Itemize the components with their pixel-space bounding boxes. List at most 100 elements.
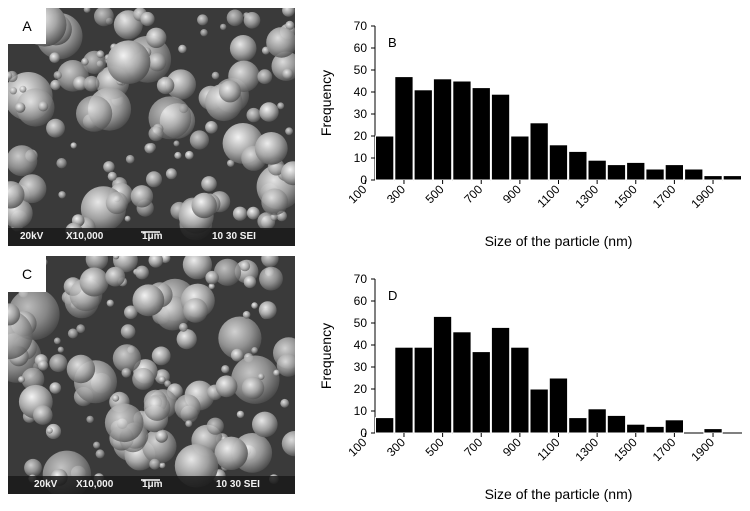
x-tick-label: 300 <box>384 182 408 206</box>
x-tick-label: 1300 <box>572 435 601 464</box>
particle-shape <box>208 283 215 290</box>
particle-shape <box>94 8 114 27</box>
histogram-bar <box>471 351 491 434</box>
x-tick-label: 300 <box>384 435 408 459</box>
particle-shape <box>176 329 197 350</box>
particle-shape <box>174 394 201 421</box>
particle-shape <box>125 154 135 164</box>
particle-shape <box>270 213 278 221</box>
particle-shape <box>46 118 65 138</box>
histogram-bar <box>471 87 491 181</box>
particle-texture-a <box>8 8 295 246</box>
x-tick-label: 900 <box>500 182 524 206</box>
histogram-bar <box>510 135 530 181</box>
particle-shape <box>251 411 278 438</box>
histogram-bar <box>548 144 569 181</box>
particle-shape <box>49 354 68 373</box>
particle-shape <box>112 344 141 373</box>
y-tick-label: 30 <box>354 107 368 121</box>
x-tick-label: 1500 <box>611 182 640 211</box>
particle-shape <box>243 275 257 289</box>
particle-texture-c <box>8 256 295 494</box>
histogram-bar <box>529 388 549 434</box>
particle-shape <box>281 161 295 186</box>
histogram-bar <box>548 377 569 434</box>
sem-code: 10 30 SEI <box>212 231 256 242</box>
sem-image-c: C 20kV X10,000 1μm 10 30 SEI <box>8 256 295 494</box>
particle-shape <box>73 76 88 91</box>
histogram-d: 0 10 20 30 40 50 60 70 100 300 500 700 900 1100 1300 15… <box>305 253 750 506</box>
particle-shape <box>132 284 165 317</box>
particle-shape <box>239 260 251 272</box>
histogram-b: 0 10 20 30 40 50 60 70 100 300 500 700 900 1100 1300 15… <box>305 0 750 253</box>
particle-shape <box>261 188 289 216</box>
particle-shape <box>189 130 209 150</box>
panel-label: B <box>388 35 397 50</box>
particle-shape <box>144 143 155 154</box>
y-tick-label: 50 <box>354 316 368 330</box>
particle-shape <box>66 354 96 384</box>
particle-shape <box>140 11 155 27</box>
particle-shape <box>148 126 164 142</box>
sem-info-bar-a: 20kV X10,000 1μm 10 30 SEI <box>8 228 295 246</box>
particle-shape <box>205 270 219 285</box>
y-tick-label: 20 <box>354 129 368 143</box>
particle-shape <box>105 266 126 287</box>
particle-shape <box>211 71 220 80</box>
y-tick-label: 0 <box>360 173 367 187</box>
particle-shape <box>174 151 182 160</box>
particle-shape <box>85 256 109 271</box>
histogram-bar <box>664 419 685 434</box>
sem-scale-label: 1μm <box>142 479 163 490</box>
particle-shape <box>16 88 55 127</box>
x-tick-label: 1500 <box>611 435 640 464</box>
y-tick-label: 30 <box>354 360 368 374</box>
particle-shape <box>106 40 151 84</box>
y-tick-label: 10 <box>354 151 368 165</box>
particle-shape <box>148 256 164 268</box>
histogram-bar <box>413 346 433 434</box>
particle-shape <box>165 168 177 180</box>
sem-info-bar-c: 20kV X10,000 1μm 10 30 SEI <box>8 476 295 494</box>
particle-shape <box>179 322 188 332</box>
particle-shape <box>243 12 261 29</box>
x-tick-label: 1700 <box>650 435 679 464</box>
histogram-bar <box>413 89 433 181</box>
particle-shape <box>8 181 25 209</box>
particle-shape <box>259 266 283 291</box>
particle-shape <box>19 85 27 93</box>
particle-shape <box>58 191 66 199</box>
x-tick-label: 1300 <box>572 182 601 211</box>
particle-shape <box>227 159 235 167</box>
particle-shape <box>49 382 62 394</box>
y-axis-title: Frequency <box>318 323 334 389</box>
particle-shape <box>258 301 277 319</box>
particle-shape <box>155 430 168 443</box>
particle-shape <box>105 191 128 215</box>
particle-shape <box>266 27 295 58</box>
x-tick-label: 1900 <box>688 435 717 464</box>
particle-shape <box>164 380 172 388</box>
particle-shape <box>246 107 261 123</box>
particle-shape <box>24 458 42 477</box>
sem-image-a: A 20kV X10,000 1μm 10 30 SEI <box>8 8 295 246</box>
particle-shape <box>121 368 132 378</box>
particle-shape <box>79 267 109 297</box>
y-tick-label: 40 <box>354 85 368 99</box>
particle-shape <box>120 324 136 339</box>
particle-shape <box>197 14 209 26</box>
particle-shape <box>159 462 166 469</box>
x-tick-label: 1700 <box>650 182 679 211</box>
histogram-bar <box>645 425 665 434</box>
particle-shape <box>146 27 167 48</box>
particle-shape <box>241 376 265 400</box>
particle-shape <box>156 76 175 95</box>
particle-shape <box>57 346 64 353</box>
particle-shape <box>158 376 166 383</box>
particle-shape <box>107 171 117 181</box>
particle-shape <box>261 256 279 268</box>
sem-magnification: X10,000 <box>66 231 104 242</box>
histogram-bar <box>529 122 549 181</box>
particle-shape <box>215 375 238 398</box>
particle-shape <box>49 52 60 63</box>
